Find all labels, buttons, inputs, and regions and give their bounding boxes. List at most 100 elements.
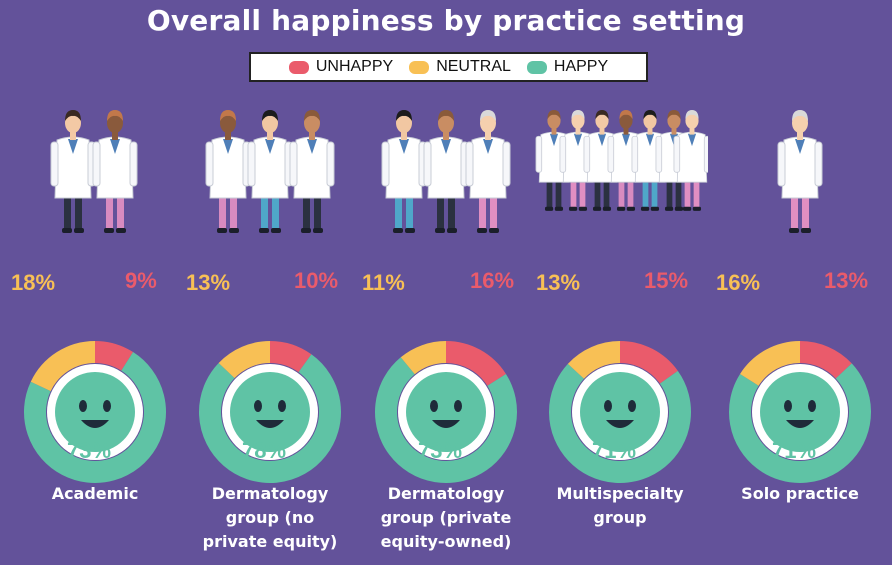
person-leg: [666, 173, 673, 209]
smiley-eye: [430, 400, 438, 412]
person-shoe: [592, 206, 602, 211]
person-coat: [469, 136, 507, 199]
person-neck: [575, 128, 581, 135]
smiley-face-icon: [406, 372, 486, 452]
person-arm: [777, 141, 786, 187]
person-leg: [791, 188, 798, 230]
person-arm: [92, 141, 101, 187]
doctor-figure: [381, 110, 427, 233]
person-shirt: [621, 133, 631, 147]
slice-unhappy: [445, 341, 506, 387]
person-hair: [547, 110, 561, 120]
person-leg: [618, 173, 625, 209]
person-arm: [814, 141, 823, 187]
person-leg: [106, 188, 113, 230]
person-coat: [676, 131, 708, 183]
legend-item-neutral: NEUTRAL: [409, 58, 511, 76]
person-shirt: [110, 139, 120, 154]
label-neutral: 13%: [536, 270, 581, 295]
person-arm: [607, 135, 615, 173]
label-neutral: 18%: [11, 270, 56, 295]
person-leg: [64, 188, 71, 230]
person-hair: [304, 110, 320, 121]
smiley-eye: [604, 400, 612, 412]
slice-neutral: [740, 341, 801, 387]
donut-chart: [729, 341, 871, 483]
person-leg: [555, 173, 562, 209]
person-hair: [480, 110, 496, 121]
legend-label-unhappy: UNHAPPY: [315, 58, 394, 75]
legend-label-neutral: NEUTRAL: [436, 58, 511, 75]
person-shoe: [664, 206, 674, 211]
doctors-illustration: [205, 110, 335, 233]
person-hair: [685, 110, 699, 120]
person-hair: [438, 110, 454, 121]
person-coat: [385, 136, 423, 199]
slice-unhappy: [799, 341, 852, 379]
slice-happy: [375, 357, 517, 483]
person-leg: [303, 188, 310, 230]
person-shoe: [568, 206, 578, 211]
person-head: [619, 112, 633, 129]
smiley-face-icon: [760, 372, 840, 452]
person-arm: [423, 141, 432, 187]
person-arm: [673, 135, 681, 173]
person-shoe: [626, 206, 636, 211]
person-shoe: [477, 228, 487, 233]
person-neck: [797, 132, 803, 140]
person-shoe: [692, 206, 702, 211]
person-shirt: [549, 133, 559, 147]
category-panel: 13% 15% 71% Multispecialty group: [532, 110, 708, 560]
doctor-figure: [465, 110, 511, 233]
person-leg: [272, 188, 279, 230]
person-arm: [465, 141, 474, 187]
person-leg: [437, 188, 444, 230]
person-coat: [781, 136, 819, 199]
category-panel: 13% 10% 78% Dermatology group (no private e…: [182, 110, 358, 560]
person-arm: [559, 135, 567, 173]
person-leg: [684, 173, 691, 209]
doctor-figure: [777, 110, 823, 233]
person-arm: [655, 135, 663, 173]
label-neutral: 13%: [186, 270, 231, 295]
category-panel: 11% 16% 73% Dermatology group (private equi…: [358, 110, 534, 560]
person-shoe: [578, 206, 588, 211]
person-leg: [479, 188, 486, 230]
person-neck: [485, 132, 491, 140]
smiley-eye: [784, 400, 792, 412]
person-neck: [623, 128, 629, 135]
person-leg: [570, 173, 577, 209]
person-shirt: [483, 139, 493, 154]
slice-unhappy: [269, 341, 312, 373]
person-shirt: [399, 139, 409, 154]
person-head: [571, 112, 585, 129]
person-shoe: [116, 228, 126, 233]
person-leg: [395, 188, 402, 230]
person-head: [65, 113, 81, 133]
chart-title: Overall happiness by practice setting: [146, 4, 746, 37]
person-shoe: [74, 228, 84, 233]
person-shoe: [602, 206, 612, 211]
person-coat: [427, 136, 465, 199]
slice-happy: [24, 352, 166, 483]
person-arm: [703, 135, 708, 173]
person-head: [792, 113, 808, 133]
doctors-illustration: [381, 110, 511, 233]
person-head: [396, 113, 412, 133]
person-shoe: [435, 228, 445, 233]
person-coat: [293, 136, 331, 199]
label-unhappy: 13%: [824, 268, 869, 293]
legend-swatch-neutral: [409, 60, 430, 74]
smiley-eye: [628, 400, 636, 412]
smiley-face-icon: [580, 372, 660, 452]
smiley-mouth: [81, 420, 109, 428]
doctor-figure: [289, 110, 335, 233]
smiley-eye: [103, 400, 111, 412]
person-hair: [667, 110, 681, 120]
person-hair: [595, 110, 609, 120]
person-shoe: [682, 206, 692, 211]
person-arm: [50, 141, 59, 187]
person-shoe: [393, 228, 403, 233]
person-head: [547, 112, 561, 129]
person-shirt: [307, 139, 317, 154]
